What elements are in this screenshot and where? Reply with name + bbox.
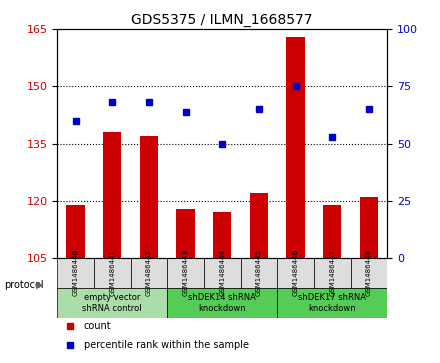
- FancyBboxPatch shape: [167, 288, 277, 318]
- Text: shDEK14 shRNA
knockdown: shDEK14 shRNA knockdown: [188, 293, 256, 313]
- Text: GSM1486440: GSM1486440: [73, 250, 78, 297]
- Bar: [250, 193, 268, 258]
- Text: count: count: [84, 321, 111, 331]
- Text: ▶: ▶: [36, 280, 44, 290]
- FancyBboxPatch shape: [204, 258, 241, 288]
- Text: percentile rank within the sample: percentile rank within the sample: [84, 340, 249, 350]
- FancyBboxPatch shape: [314, 258, 351, 288]
- FancyBboxPatch shape: [167, 258, 204, 288]
- FancyBboxPatch shape: [57, 288, 167, 318]
- Text: protocol: protocol: [4, 280, 44, 290]
- Text: shDEK17 shRNA
knockdown: shDEK17 shRNA knockdown: [298, 293, 366, 313]
- Bar: [176, 208, 194, 258]
- Title: GDS5375 / ILMN_1668577: GDS5375 / ILMN_1668577: [132, 13, 313, 26]
- FancyBboxPatch shape: [277, 258, 314, 288]
- Text: GSM1486448: GSM1486448: [366, 250, 372, 297]
- Text: GSM1486442: GSM1486442: [146, 250, 152, 297]
- FancyBboxPatch shape: [241, 258, 277, 288]
- Bar: [286, 37, 305, 258]
- Text: GSM1486443: GSM1486443: [183, 250, 188, 297]
- FancyBboxPatch shape: [351, 258, 387, 288]
- Bar: [140, 136, 158, 258]
- Text: GSM1486441: GSM1486441: [109, 250, 115, 297]
- Text: GSM1486444: GSM1486444: [219, 250, 225, 297]
- FancyBboxPatch shape: [94, 258, 131, 288]
- FancyBboxPatch shape: [57, 258, 94, 288]
- Bar: [213, 212, 231, 258]
- Bar: [66, 205, 85, 258]
- Text: GSM1486445: GSM1486445: [256, 250, 262, 297]
- Bar: [103, 132, 121, 258]
- Text: GSM1486447: GSM1486447: [329, 250, 335, 297]
- Bar: [360, 197, 378, 258]
- Text: empty vector
shRNA control: empty vector shRNA control: [82, 293, 142, 313]
- Bar: [323, 205, 341, 258]
- FancyBboxPatch shape: [277, 288, 387, 318]
- Text: GSM1486446: GSM1486446: [293, 250, 298, 297]
- FancyBboxPatch shape: [131, 258, 167, 288]
